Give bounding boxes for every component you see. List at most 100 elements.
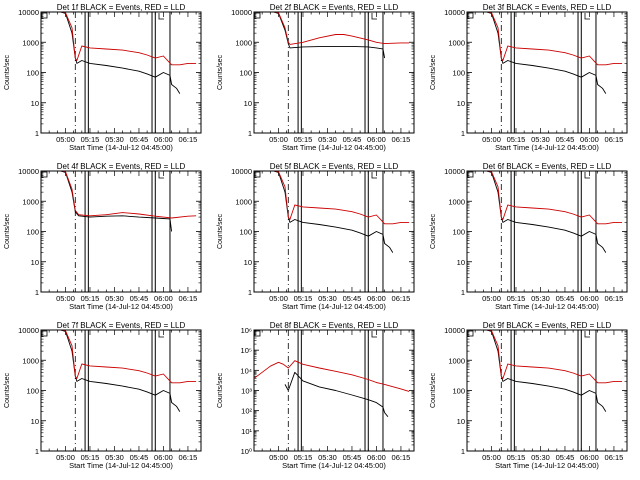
corner-marker (584, 13, 590, 20)
y-tick-label: 10⁵ (241, 346, 252, 355)
x-tick-label: 05:45 (343, 294, 362, 303)
corner-marker (371, 331, 377, 338)
x-tick-label: 05:30 (105, 294, 124, 303)
plot-frame (466, 329, 628, 452)
y-tick-label: 1000 (235, 38, 252, 47)
x-tick-label: 05:00 (482, 453, 501, 462)
y-tick-label: 100 (26, 69, 39, 78)
chart-title: Det 4f BLACK = Events, RED = LLD (57, 162, 186, 171)
corner-marker (584, 172, 590, 179)
x-tick-label: 05:30 (531, 294, 550, 303)
x-tick-label: 05:15 (294, 453, 313, 462)
y-tick-label: 10000 (18, 167, 39, 176)
plot-frame (40, 329, 202, 452)
corner-marker (467, 330, 474, 337)
y-tick-label: 1 (461, 447, 465, 456)
y-tick-label: 1000 (22, 38, 39, 47)
lld-series-line (254, 360, 410, 392)
x-tick-label: 06:00 (154, 453, 173, 462)
corner-marker (254, 12, 261, 19)
y-tick-label: 1 (461, 288, 465, 297)
y-tick-label: 1 (35, 129, 39, 138)
chart-title: Det 5f BLACK = Events, RED = LLD (270, 162, 399, 171)
x-tick-label: 05:00 (56, 294, 75, 303)
x-tick-label: 05:00 (269, 294, 288, 303)
y-tick-label: 1 (461, 129, 465, 138)
x-axis-label: Start Time (14-Jul-12 04:45:00) (69, 461, 173, 470)
x-tick-label: 06:15 (605, 135, 624, 144)
y-tick-label: 1000 (448, 197, 465, 206)
x-tick-label: 06:15 (392, 135, 411, 144)
corner-marker (371, 172, 377, 179)
corner-marker (41, 330, 48, 337)
chart-title: Det 6f BLACK = Events, RED = LLD (483, 162, 612, 171)
y-axis-label: Counts/sec (4, 372, 11, 408)
lld-series-line (41, 330, 197, 384)
x-tick-label: 06:00 (154, 294, 173, 303)
y-tick-label: 10 (244, 258, 252, 267)
x-tick-label: 06:15 (392, 453, 411, 462)
corner-marker (254, 330, 261, 337)
plot-frame (40, 11, 202, 134)
y-axis-label: Counts/sec (217, 213, 224, 249)
y-tick-label: 10000 (18, 8, 39, 17)
x-tick-label: 05:30 (105, 135, 124, 144)
x-tick-label: 05:45 (556, 453, 575, 462)
y-tick-label: 10 (31, 99, 39, 108)
events-series-line (467, 330, 607, 412)
y-tick-label: 10000 (444, 167, 465, 176)
x-tick-label: 06:00 (580, 453, 599, 462)
x-axis-label: Start Time (14-Jul-12 04:45:00) (69, 302, 173, 311)
corner-marker (158, 13, 164, 20)
y-tick-label: 1000 (22, 356, 39, 365)
x-tick-label: 05:15 (81, 294, 100, 303)
x-tick-label: 06:15 (179, 453, 198, 462)
y-tick-label: 10000 (444, 326, 465, 335)
x-tick-label: 05:30 (531, 135, 550, 144)
x-tick-label: 05:45 (556, 135, 575, 144)
y-tick-label: 1 (248, 288, 252, 297)
chart-panel-5: Det 5f BLACK = Events, RED = LLD 1 10 100 10… (217, 162, 415, 311)
x-tick-label: 06:00 (367, 453, 386, 462)
y-tick-label: 100 (452, 69, 465, 78)
x-tick-label: 06:15 (179, 294, 198, 303)
chart-panel-3: Det 3f BLACK = Events, RED = LLD 1 10 100 10… (430, 3, 628, 152)
corner-marker (158, 172, 164, 179)
corner-marker (467, 171, 474, 178)
y-axis-label: Counts/sec (4, 213, 11, 249)
lld-series-line (467, 12, 623, 66)
x-tick-label: 05:00 (482, 135, 501, 144)
y-tick-label: 1 (35, 447, 39, 456)
y-tick-label: 1000 (448, 356, 465, 365)
chart-title: Det 9f BLACK = Events, RED = LLD (483, 321, 612, 330)
x-axis-label: Start Time (14-Jul-12 04:45:00) (282, 143, 386, 152)
lld-series-line (467, 171, 623, 225)
x-tick-label: 05:00 (56, 453, 75, 462)
chart-panel-1: Det 1f BLACK = Events, RED = LLD 1 10 100 10… (4, 3, 202, 152)
plot-frame (466, 11, 628, 134)
y-tick-label: 10 (457, 417, 465, 426)
y-axis-label: Counts/sec (217, 372, 224, 408)
y-tick-label: 1000 (235, 197, 252, 206)
y-tick-label: 100 (239, 69, 252, 78)
chart-title: Det 2f BLACK = Events, RED = LLD (270, 3, 399, 12)
chart-panel-2: Det 2f BLACK = Events, RED = LLD 1 10 100 10… (217, 3, 415, 152)
x-tick-label: 06:00 (154, 135, 173, 144)
lld-series-line (254, 171, 410, 225)
plot-frame (253, 329, 415, 452)
x-tick-label: 06:00 (367, 294, 386, 303)
y-axis-label: Counts/sec (430, 372, 437, 408)
x-tick-label: 06:15 (392, 294, 411, 303)
lld-series-line (467, 330, 623, 384)
x-tick-label: 05:00 (56, 135, 75, 144)
x-tick-label: 05:45 (343, 135, 362, 144)
lld-series-line (41, 12, 197, 66)
corner-marker (371, 13, 377, 20)
y-tick-label: 10² (241, 407, 252, 416)
corner-marker (158, 331, 164, 338)
corner-marker (467, 12, 474, 19)
corner-marker (584, 331, 590, 338)
y-tick-label: 10⁰ (241, 447, 252, 456)
x-tick-label: 05:15 (294, 294, 313, 303)
x-tick-label: 05:30 (318, 453, 337, 462)
